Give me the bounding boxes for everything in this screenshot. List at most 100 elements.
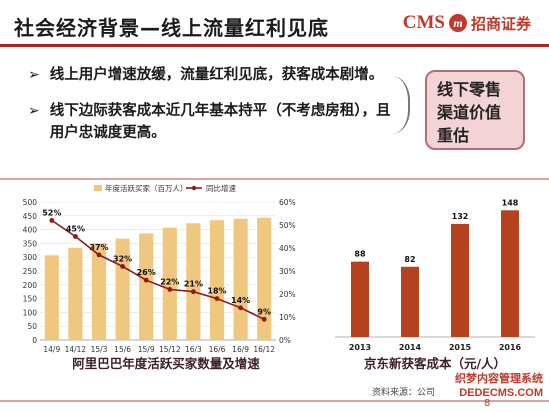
data-label: 26% (137, 268, 156, 277)
bar (91, 243, 107, 340)
y-left-tick-label: 400 (23, 226, 38, 235)
x-tick-label: 16/12 (253, 345, 275, 354)
bar (401, 266, 419, 337)
y-left-tick-label: 350 (23, 239, 38, 248)
x-tick-label: 15/9 (138, 345, 155, 354)
line-point (167, 287, 173, 292)
y-right-tick-label: 40% (279, 244, 296, 253)
watermark-line1: 织梦内容管理系统 (455, 372, 543, 385)
x-tick-label: 16/3 (185, 345, 202, 354)
page-number: 8 (484, 398, 491, 409)
y-right-tick-label: 20% (279, 290, 296, 299)
line-point (49, 218, 55, 223)
brand-logo: CMS m 招商证券 (403, 10, 531, 36)
y-right-tick-label: 50% (279, 221, 296, 230)
data-label: 37% (89, 243, 108, 252)
footer-rule (0, 400, 549, 402)
bar (451, 223, 469, 337)
page-title: 社会经济背景—线上流量红利见底 (14, 16, 329, 40)
legend-swatch-point (191, 185, 197, 191)
bar (186, 223, 201, 340)
line-point (261, 316, 267, 322)
conclusion-callout: 线下零售渠道价值重估 (425, 70, 525, 150)
data-label: 132 (452, 212, 469, 221)
data-label: 18% (207, 287, 226, 296)
data-label: 9% (257, 307, 271, 316)
y-left-tick-label: 150 (23, 295, 38, 304)
bar (162, 227, 177, 340)
logo-cms-text: CMS (402, 12, 445, 33)
data-label: 148 (502, 198, 519, 207)
y-right-tick-label: 0% (279, 336, 291, 345)
alibaba-buyers-chart: 0 50 100 150 200 250 300 350 400 450 500 0% 10% 20% 30… (23, 183, 296, 354)
bar (68, 247, 83, 340)
y-right-tick-label: 30% (279, 267, 296, 276)
legend-label: 年度活跃买家（百万人） (105, 183, 188, 193)
logo-mark-icon: m (448, 14, 467, 32)
x-tick-label: 14/9 (43, 345, 60, 354)
data-label: 45% (66, 225, 85, 234)
chart1-title: 阿里巴巴年度活跃买家数量及增速 (72, 356, 260, 371)
x-tick-label: 2016 (499, 343, 522, 352)
data-label: 82 (404, 255, 415, 264)
data-label: 21% (184, 280, 203, 289)
brace-connector (390, 76, 410, 134)
section-divider (0, 178, 549, 180)
y-left-tick-label: 200 (23, 281, 38, 290)
bar (44, 255, 59, 340)
line-point (120, 264, 125, 269)
bar (257, 217, 272, 340)
data-label: 32% (113, 254, 132, 263)
data-label: 14% (231, 296, 250, 305)
bullet-item: ➢ 线上用户增速放缓，流量红利见底，获客成本剧增。 (28, 64, 398, 86)
line-point (73, 234, 78, 239)
x-tick-label: 16/9 (232, 345, 249, 354)
bullet-item: ➢ 线下边际获客成本近几年基本持平（不考虑房租），且用户忠诚度更高。 (28, 100, 398, 144)
y-left-tick-label: 0 (32, 336, 37, 345)
data-label: 52% (42, 208, 61, 217)
x-tick-label: 2014 (399, 343, 422, 352)
y-left-tick-label: 500 (23, 198, 38, 207)
watermark-line2: DEDECMS.COM (459, 387, 543, 399)
growth-line (51, 219, 265, 321)
y-left-tick-label: 250 (23, 267, 38, 276)
chart2-title: 京东新获客成本（元/人） (363, 356, 507, 371)
line-point (214, 296, 220, 301)
y-right-tick-label: 60% (279, 198, 296, 207)
data-label: 22% (160, 277, 179, 286)
line-point (191, 289, 196, 295)
bar (501, 210, 519, 337)
x-tick-label: 2013 (349, 343, 371, 352)
data-label: 88 (354, 250, 366, 259)
legend-label: 同比增速 (206, 183, 236, 193)
watermark: 织梦内容管理系统 DEDECMS.COM (455, 372, 543, 400)
header-rule (0, 44, 549, 47)
line-point (238, 305, 244, 311)
x-tick-label: 16/6 (209, 345, 226, 354)
bullet-list: ➢ 线上用户增速放缓，流量红利见底，获客成本剧增。 ➢ 线下边际获客成本近几年基… (28, 64, 398, 158)
x-tick-label: 2015 (449, 343, 472, 352)
x-tick-label: 15/12 (159, 345, 181, 354)
jd-acquisition-cost-chart: 88 2013 82 2014 132 2015 148 2016 (335, 198, 535, 352)
y-left-tick-label: 100 (23, 308, 38, 317)
arrow-bullet-icon: ➢ (28, 67, 40, 83)
bullet-text: 线下边际获客成本近几年基本持平（不考虑房租），且用户忠诚度更高。 (49, 103, 391, 141)
x-tick-label: 15/6 (114, 345, 131, 354)
line-point (143, 277, 149, 283)
y-left-tick-label: 300 (23, 253, 38, 262)
arrow-bullet-icon: ➢ (28, 103, 40, 119)
bar (139, 233, 154, 340)
logo-cn-text: 招商证券 (470, 14, 531, 33)
bar (351, 261, 369, 337)
legend-swatch-bar (94, 185, 102, 191)
bar (233, 218, 248, 340)
source-note: 资料来源：公司 (372, 388, 436, 398)
y-right-tick-label: 10% (279, 313, 296, 322)
y-left-tick-label: 50 (27, 322, 37, 331)
bullet-text: 线上用户增速放缓，流量红利见底，获客成本剧增。 (49, 67, 384, 83)
line-point (96, 252, 102, 258)
x-tick-label: 15/3 (91, 345, 108, 354)
bar (209, 220, 225, 340)
y-left-tick-label: 450 (23, 212, 38, 221)
x-tick-label: 14/12 (65, 345, 87, 354)
